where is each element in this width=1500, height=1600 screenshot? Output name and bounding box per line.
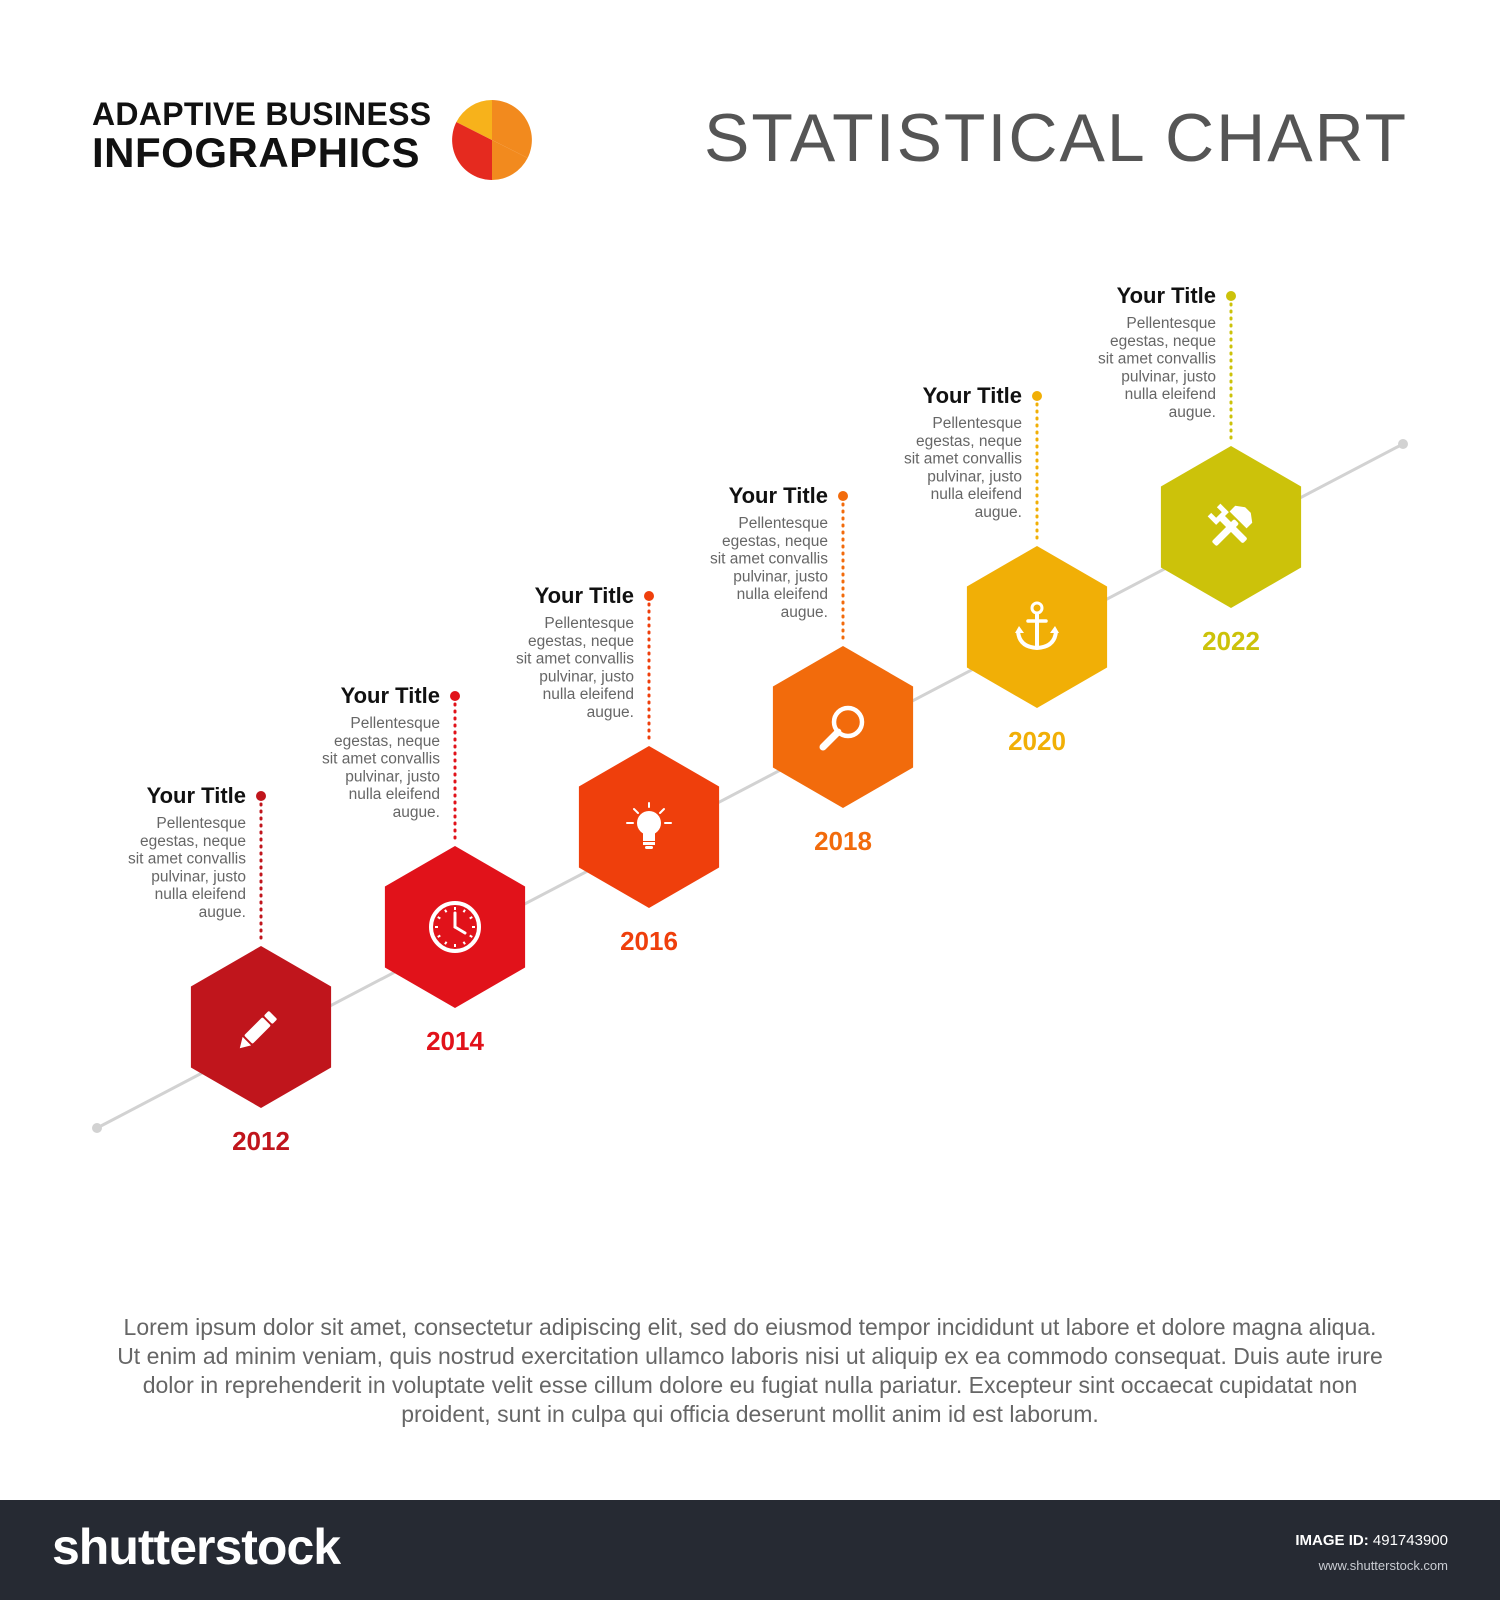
step-description-line: augue. xyxy=(587,704,634,721)
step-title: Your Title xyxy=(729,483,828,508)
step-description-line: nulla eleifend xyxy=(737,586,828,603)
step-description-line: augue. xyxy=(393,804,440,821)
step-description-line: pulvinar, justo xyxy=(345,768,440,785)
step-description-line: Pellentesque xyxy=(932,415,1022,432)
step-description-line: egestas, neque xyxy=(528,633,634,650)
step-dot xyxy=(1226,291,1236,301)
step-description-line: pulvinar, justo xyxy=(539,668,634,685)
step-dot xyxy=(1032,391,1042,401)
brand-logo-icon xyxy=(452,100,532,180)
pencil-icon xyxy=(239,1011,277,1049)
footer-paragraph: Lorem ipsum dolor sit amet, consectetur … xyxy=(117,1314,1383,1427)
step-description-line: nulla eleifend xyxy=(931,486,1022,503)
step-description-line: pulvinar, justo xyxy=(927,468,1022,485)
step-description-line: augue. xyxy=(975,504,1022,521)
step-dot xyxy=(644,591,654,601)
step-description-line: Pellentesque xyxy=(350,715,440,732)
step-description-line: egestas, neque xyxy=(916,433,1022,450)
step-dot xyxy=(256,791,266,801)
bottom-bar: shutterstock IMAGE ID: 491743900 www.shu… xyxy=(0,1500,1500,1600)
step-description-line: nulla eleifend xyxy=(1125,386,1216,403)
step-year: 2018 xyxy=(814,826,872,856)
step-description-line: Pellentesque xyxy=(738,515,828,532)
anchor-icon xyxy=(1015,601,1059,651)
step-title: Your Title xyxy=(147,783,246,808)
step-description-line: sit amet convallis xyxy=(710,551,828,568)
step-description-line: sit amet convallis xyxy=(516,651,634,668)
image-id-block: IMAGE ID: 491743900 www.shutterstock.com xyxy=(1295,1532,1448,1573)
image-id-line: IMAGE ID: 491743900 xyxy=(1295,1532,1448,1549)
step-description-line: augue. xyxy=(199,904,246,921)
step-description-line: augue. xyxy=(781,604,828,621)
brand-line-2: INFOGRAPHICS xyxy=(92,129,421,176)
step-description-line: egestas, neque xyxy=(722,533,828,550)
image-id-value: 491743900 xyxy=(1372,1532,1448,1549)
step-hexagon xyxy=(772,646,914,808)
step-title: Your Title xyxy=(1117,283,1216,308)
step-year: 2016 xyxy=(620,926,678,956)
step-description-line: nulla eleifend xyxy=(349,786,440,803)
image-id-label: IMAGE ID: xyxy=(1295,1532,1369,1549)
lightbulb-icon xyxy=(626,802,672,849)
brand-line-1: ADAPTIVE BUSINESS xyxy=(92,96,432,132)
step-description-line: sit amet convallis xyxy=(1098,351,1216,368)
step-description-line: pulvinar, justo xyxy=(151,868,246,885)
page-title: STATISTICAL CHART xyxy=(703,100,1408,176)
shutterstock-logo: shutterstock xyxy=(52,1519,341,1575)
step-description-line: nulla eleifend xyxy=(155,886,246,903)
step-description-line: sit amet convallis xyxy=(904,451,1022,468)
tools-icon xyxy=(1207,503,1253,546)
step-dot xyxy=(450,691,460,701)
step-description-line: egestas, neque xyxy=(140,833,246,850)
step-year: 2022 xyxy=(1202,626,1260,656)
brand-block: ADAPTIVE BUSINESS INFOGRAPHICS xyxy=(92,98,431,174)
step-description-line: egestas, neque xyxy=(1110,333,1216,350)
step-description-line: sit amet convallis xyxy=(128,851,246,868)
step-description-line: augue. xyxy=(1169,404,1216,421)
timeline-end-dot xyxy=(1398,439,1408,449)
clock-icon xyxy=(429,901,481,953)
magnifier-icon xyxy=(819,705,865,751)
step-title: Your Title xyxy=(535,583,634,608)
step-description-line: sit amet convallis xyxy=(322,751,440,768)
step-year: 2020 xyxy=(1008,726,1066,756)
step-title: Your Title xyxy=(923,383,1022,408)
step-year: 2012 xyxy=(232,1126,290,1156)
step-description-line: egestas, neque xyxy=(334,733,440,750)
step-dot xyxy=(838,491,848,501)
step-description-line: Pellentesque xyxy=(1126,315,1216,332)
site-url: www.shutterstock.com xyxy=(1318,1558,1448,1573)
timeline-start-dot xyxy=(92,1123,102,1133)
step-description-line: nulla eleifend xyxy=(543,686,634,703)
step-description-line: Pellentesque xyxy=(544,615,634,632)
step-description-line: Pellentesque xyxy=(156,815,246,832)
step-description-line: pulvinar, justo xyxy=(1121,368,1216,385)
step-title: Your Title xyxy=(341,683,440,708)
step-year: 2014 xyxy=(426,1026,484,1056)
step-description-line: pulvinar, justo xyxy=(733,568,828,585)
